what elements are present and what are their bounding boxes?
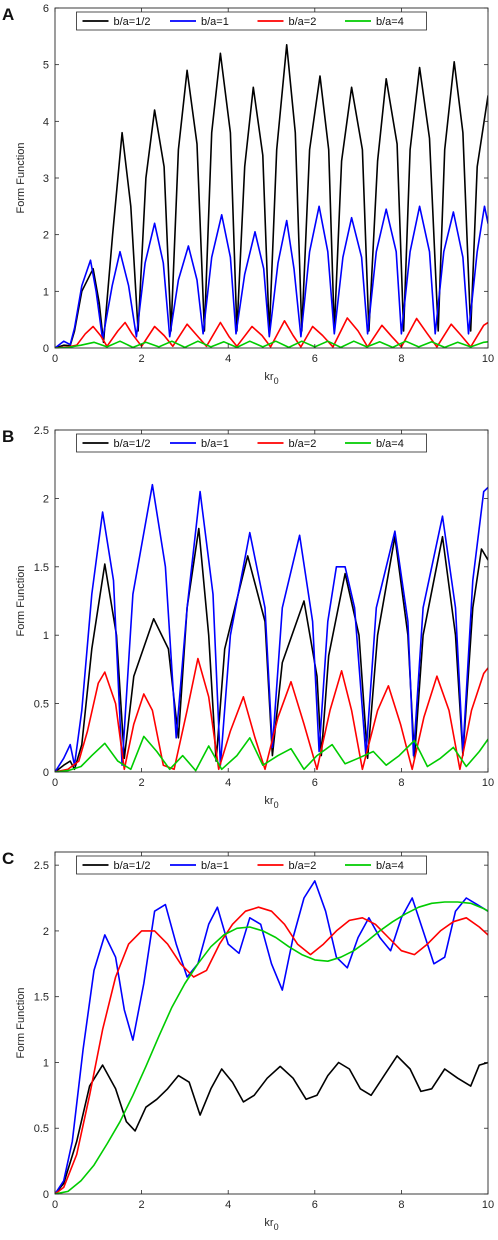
- y-tick-label: 4: [43, 116, 49, 128]
- y-axis-label: Form Function: [15, 988, 27, 1059]
- x-tick-label: 0: [52, 777, 58, 789]
- y-tick-label: 1.5: [34, 992, 49, 1004]
- series-line-1: [55, 483, 488, 772]
- y-tick-label: 0.5: [34, 1123, 49, 1135]
- series-line-0: [55, 44, 488, 348]
- x-axis-label: kr0: [264, 1217, 278, 1232]
- x-tick-label: 4: [225, 777, 231, 789]
- x-tick-label: 6: [312, 353, 318, 365]
- x-tick-label: 6: [312, 777, 318, 789]
- x-tick-label: 6: [312, 1199, 318, 1211]
- series-line-1: [55, 880, 488, 1194]
- legend-box: [76, 433, 427, 453]
- legend-entry-label: b/a=1/2: [114, 16, 151, 28]
- y-tick-label: 6: [43, 3, 49, 15]
- y-tick-label: 5: [43, 60, 49, 72]
- y-tick-label: 3: [43, 173, 49, 185]
- x-axis-label: kr0: [264, 371, 278, 386]
- x-tick-label: 0: [52, 1199, 58, 1211]
- x-tick-label: 8: [398, 777, 404, 789]
- legend: b/a=1/2 b/a=1 b/a=2 b/a=4: [76, 11, 427, 31]
- legend-box: [76, 855, 427, 875]
- series-group: [55, 483, 488, 772]
- x-tick-label: 10: [482, 353, 494, 365]
- x-axis-label: kr0: [264, 795, 278, 810]
- y-tick-label: 1.5: [34, 562, 49, 574]
- x-tick-label: 2: [139, 777, 145, 789]
- series-line-0: [55, 1055, 488, 1194]
- series-line-2: [55, 657, 488, 772]
- chart-panel-c: C 0 2 4 6 8 10 0 0.5 1 1.5 2 2.5 kr0 Form Function b/a=…: [2, 849, 494, 1232]
- y-tick-label: 1: [43, 630, 49, 642]
- y-tick-label: 2: [43, 493, 49, 505]
- series-line-2: [55, 317, 488, 348]
- x-tick-label: 2: [139, 353, 145, 365]
- legend-entry-label: b/a=2: [289, 16, 317, 28]
- legend: b/a=1/2 b/a=1 b/a=2 b/a=4: [76, 855, 427, 875]
- y-tick-label: 2: [43, 926, 49, 938]
- panel-letter: B: [2, 427, 14, 446]
- legend-entry-label: b/a=2: [289, 438, 317, 450]
- legend: b/a=1/2 b/a=1 b/a=2 b/a=4: [76, 433, 427, 453]
- y-tick-label: 0: [43, 1189, 49, 1201]
- series-group: [55, 44, 488, 348]
- chart-panel-b: B 0 2 4 6 8 10 0 0.5 1 1.5 2 2.5 kr0 Form Function b/a=…: [2, 425, 494, 810]
- legend-entry-label: b/a=2: [289, 860, 317, 872]
- x-tick-label: 4: [225, 1199, 231, 1211]
- x-tick-label: 10: [482, 1199, 494, 1211]
- x-tick-label: 10: [482, 777, 494, 789]
- y-tick-label: 0: [43, 767, 49, 779]
- x-tick-label: 8: [398, 1199, 404, 1211]
- y-axis-label: Form Function: [15, 566, 27, 637]
- legend-entry-label: b/a=1/2: [114, 438, 151, 450]
- series-line-3: [55, 901, 488, 1194]
- x-tick-label: 2: [139, 1199, 145, 1211]
- panel-letter: A: [2, 5, 14, 24]
- legend-entry-label: b/a=1: [201, 860, 229, 872]
- legend-entry-label: b/a=1/2: [114, 860, 151, 872]
- series-line-2: [55, 906, 488, 1194]
- y-tick-label: 2: [43, 230, 49, 242]
- legend-entry-label: b/a=1: [201, 438, 229, 450]
- y-tick-label: 2.5: [34, 860, 49, 872]
- legend-box: [76, 11, 427, 31]
- x-tick-label: 4: [225, 353, 231, 365]
- y-tick-label: 2.5: [34, 425, 49, 437]
- series-line-3: [55, 735, 488, 772]
- x-tick-label: 8: [398, 353, 404, 365]
- y-axis-label: Form Function: [15, 143, 27, 214]
- y-tick-label: 1: [43, 1057, 49, 1069]
- plot-area-frame: [54, 429, 489, 773]
- y-tick-label: 0: [43, 343, 49, 355]
- y-tick-label: 0.5: [34, 699, 49, 711]
- x-tick-label: 0: [52, 353, 58, 365]
- plot-area-frame: [54, 851, 489, 1195]
- legend-entry-label: b/a=4: [376, 438, 404, 450]
- series-line-3: [55, 340, 488, 348]
- series-group: [55, 880, 488, 1194]
- legend-entry-label: b/a=4: [376, 16, 404, 28]
- legend-entry-label: b/a=1: [201, 16, 229, 28]
- y-tick-label: 1: [43, 286, 49, 298]
- panel-letter: C: [2, 849, 14, 868]
- legend-entry-label: b/a=4: [376, 860, 404, 872]
- series-line-1: [55, 205, 488, 348]
